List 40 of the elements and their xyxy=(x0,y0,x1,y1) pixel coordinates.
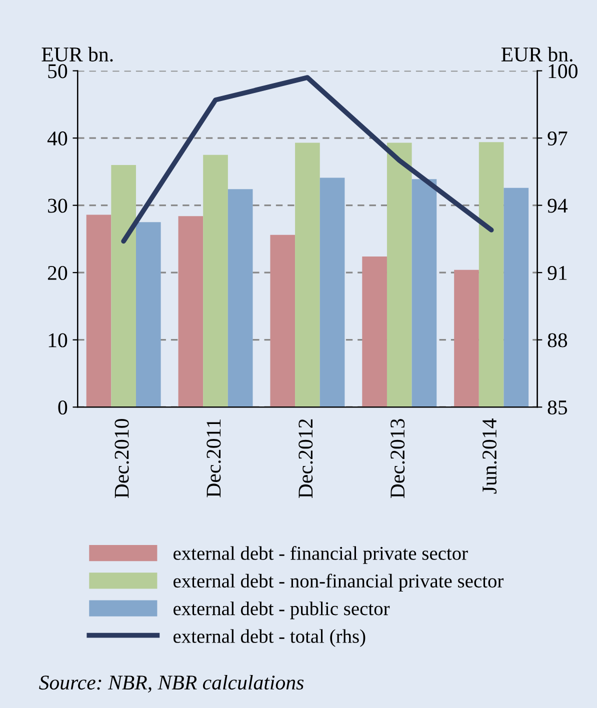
y-tick-label: 40 xyxy=(47,131,68,146)
bar xyxy=(178,216,204,408)
bar xyxy=(412,179,437,408)
y2-tick-label: 97 xyxy=(548,131,568,146)
y2-tick-label: 94 xyxy=(548,198,568,213)
y-tick-label: 0 xyxy=(58,400,68,415)
x-tick-label: Jun.2014 xyxy=(482,418,497,494)
bar xyxy=(86,214,112,408)
y-axis-title: EUR bn. xyxy=(42,46,113,62)
bar xyxy=(362,256,387,408)
bar xyxy=(295,142,320,408)
legend-label: external debt - public sector xyxy=(174,602,390,620)
y2-axis-title: EUR bn. xyxy=(501,46,572,62)
bar xyxy=(111,164,136,408)
y-tick-label: 10 xyxy=(48,333,68,348)
y2-tick-label: 85 xyxy=(548,400,568,415)
bar xyxy=(320,178,345,408)
bar xyxy=(478,142,504,408)
bar xyxy=(270,234,296,408)
bar xyxy=(203,154,228,408)
y-tick-label: 20 xyxy=(48,266,68,280)
legend-label: external debt - total (rhs) xyxy=(174,629,366,647)
legend-label: external debt - non-financial private sector xyxy=(174,574,504,592)
x-tick-label: Dec.2013 xyxy=(390,419,405,498)
bar xyxy=(504,188,529,408)
bar xyxy=(228,189,253,408)
legend-label: external debt - financial private sector xyxy=(174,546,468,564)
y-tick-label: 30 xyxy=(48,198,68,213)
x-tick-label: Dec.2012 xyxy=(298,419,313,498)
bar xyxy=(454,270,479,408)
y2-tick-label: 100 xyxy=(548,64,578,78)
y-tick-label: 50 xyxy=(48,64,68,78)
x-tick-label: Dec.2011 xyxy=(206,419,221,498)
y2-tick-label: 91 xyxy=(548,266,567,280)
line-series xyxy=(121,75,494,244)
x-tick-label: Dec.2010 xyxy=(114,419,129,498)
bar xyxy=(136,222,161,408)
bar xyxy=(386,142,412,408)
y2-tick-label: 88 xyxy=(548,333,568,348)
source-note: Source: NBR, NBR calculations xyxy=(39,674,304,693)
